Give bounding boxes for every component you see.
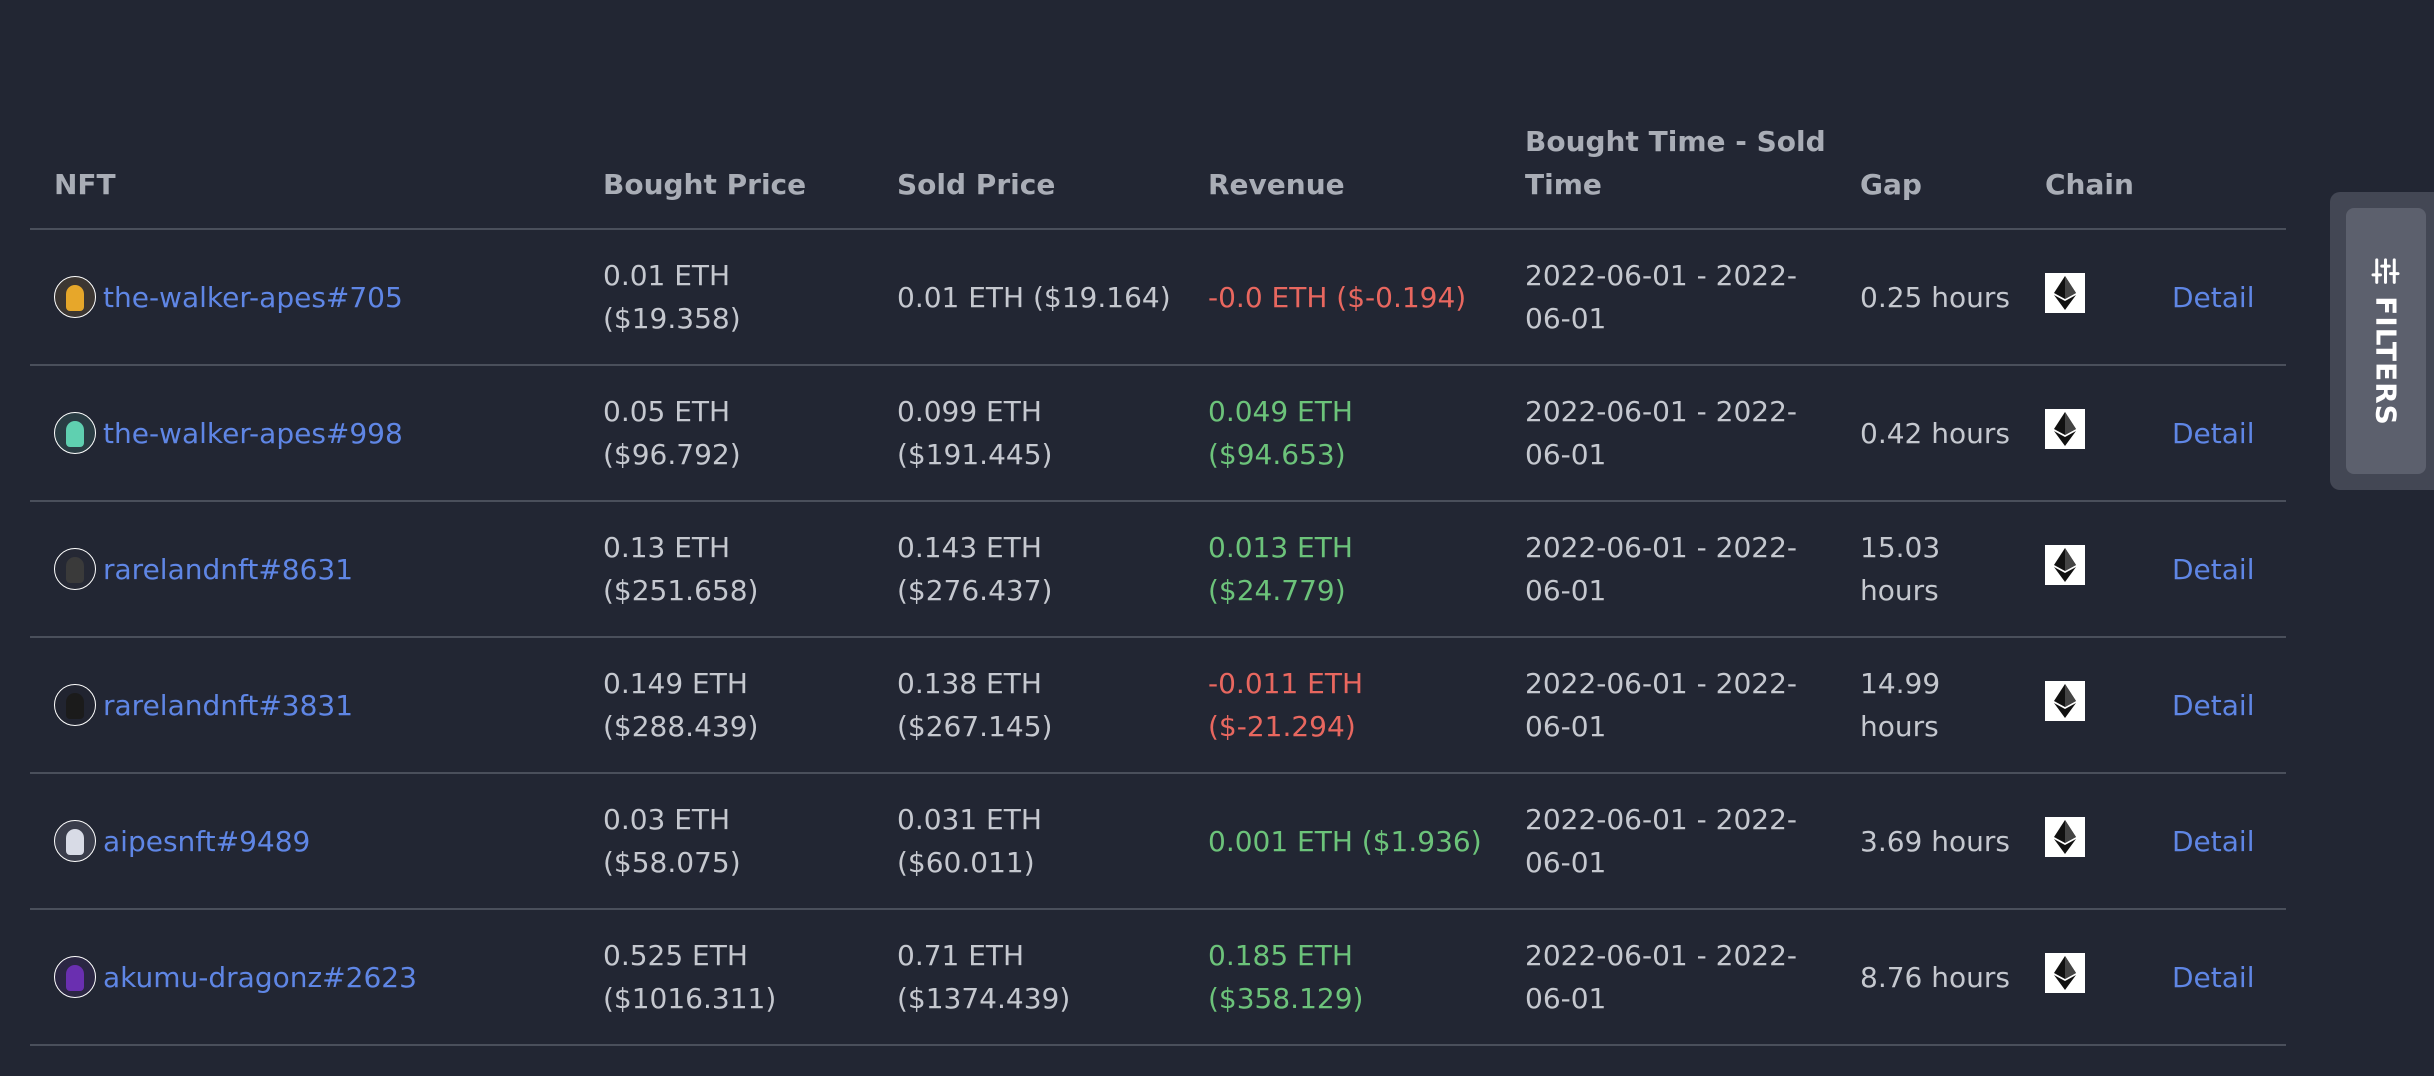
sold-price-cell: 0.031 ETH ($60.011) [873, 773, 1184, 910]
header-action [2148, 120, 2286, 230]
ethereum-icon [2045, 408, 2085, 449]
nft-link[interactable]: the-walker-apes#998 [103, 416, 403, 450]
action-cell: Detail [2148, 365, 2286, 502]
ethereum-icon [2045, 680, 2085, 721]
nft-cell: the-walker-apes#705 [30, 229, 579, 366]
bought-price-cell: 0.525 ETH ($1016.311) [579, 909, 873, 1046]
bought-price-cell: 0.13 ETH ($251.658) [579, 501, 873, 638]
gap-cell: 0.42 hours [1836, 365, 2021, 502]
bought-price-cell: 0.03 ETH ($58.075) [579, 773, 873, 910]
table-row: rarelandnft#3831 0.149 ETH ($288.439) 0.13… [30, 637, 2286, 774]
time-cell: 2022-06-01 - 2022-06-01 [1501, 909, 1836, 1046]
filters-button[interactable]: FILTERS [2346, 208, 2426, 474]
table-header-row: NFT Bought Price Sold Price Revenue Boug… [30, 120, 2286, 230]
nft-link[interactable]: the-walker-apes#705 [103, 280, 403, 314]
gap-cell: 0.25 hours [1836, 229, 2021, 366]
nft-link[interactable]: akumu-dragonz#2623 [103, 960, 417, 994]
ethereum-icon [2045, 952, 2085, 993]
filters-panel-tab: FILTERS [2330, 192, 2434, 490]
nft-link[interactable]: rarelandnft#3831 [103, 688, 354, 722]
revenue-cell: 0.049 ETH ($94.653) [1184, 365, 1501, 502]
sold-price-cell: 0.01 ETH ($19.164) [873, 229, 1184, 366]
table-row: rarelandnft#8631 0.13 ETH ($251.658) 0.143… [30, 501, 2286, 638]
ethereum-icon [2045, 272, 2085, 313]
detail-link[interactable]: Detail [2172, 824, 2255, 858]
table-row: the-walker-apes#705 0.01 ETH ($19.358) 0.0… [30, 229, 2286, 366]
nft-cell: akumu-dragonz#2623 [30, 909, 579, 1046]
sold-price-cell: 0.099 ETH ($191.445) [873, 365, 1184, 502]
time-cell: 2022-06-01 - 2022-06-01 [1501, 501, 1836, 638]
revenue-cell: 0.185 ETH ($358.129) [1184, 909, 1501, 1046]
time-cell: 2022-06-01 - 2022-06-01 [1501, 773, 1836, 910]
header-chain[interactable]: Chain [2021, 120, 2148, 230]
nft-avatar [54, 276, 96, 318]
ethereum-icon [2045, 816, 2085, 857]
filters-button-content: FILTERS [2370, 256, 2403, 426]
sliders-icon [2372, 258, 2400, 284]
chain-cell [2021, 637, 2148, 774]
nft-avatar [54, 412, 96, 454]
detail-link[interactable]: Detail [2172, 960, 2255, 994]
action-cell: Detail [2148, 501, 2286, 638]
nft-avatar [54, 684, 96, 726]
revenue-cell: -0.0 ETH ($-0.194) [1184, 229, 1501, 366]
gap-cell: 8.76 hours [1836, 909, 2021, 1046]
nft-cell: rarelandnft#3831 [30, 637, 579, 774]
action-cell: Detail [2148, 909, 2286, 1046]
detail-link[interactable]: Detail [2172, 688, 2255, 722]
header-gap[interactable]: Gap [1836, 120, 2021, 230]
time-cell: 2022-06-01 - 2022-06-01 [1501, 637, 1836, 774]
table-body: the-walker-apes#705 0.01 ETH ($19.358) 0.0… [30, 229, 2286, 1046]
gap-cell: 15.03 hours [1836, 501, 2021, 638]
bought-price-cell: 0.05 ETH ($96.792) [579, 365, 873, 502]
gap-cell: 3.69 hours [1836, 773, 2021, 910]
revenue-cell: 0.013 ETH ($24.779) [1184, 501, 1501, 638]
trades-table: NFT Bought Price Sold Price Revenue Boug… [30, 120, 2286, 1046]
revenue-cell: 0.001 ETH ($1.936) [1184, 773, 1501, 910]
table-row: aipesnft#9489 0.03 ETH ($58.075) 0.031 ETH… [30, 773, 2286, 910]
chain-cell [2021, 365, 2148, 502]
revenue-cell: -0.011 ETH ($-21.294) [1184, 637, 1501, 774]
nft-cell: aipesnft#9489 [30, 773, 579, 910]
ethereum-icon [2045, 544, 2085, 585]
filters-label: FILTERS [2369, 296, 2403, 426]
sold-price-cell: 0.138 ETH ($267.145) [873, 637, 1184, 774]
nft-avatar [54, 956, 96, 998]
action-cell: Detail [2148, 773, 2286, 910]
nft-avatar [54, 820, 96, 862]
header-sold-price[interactable]: Sold Price [873, 120, 1184, 230]
nft-link[interactable]: rarelandnft#8631 [103, 552, 354, 586]
bought-price-cell: 0.149 ETH ($288.439) [579, 637, 873, 774]
sold-price-cell: 0.143 ETH ($276.437) [873, 501, 1184, 638]
action-cell: Detail [2148, 637, 2286, 774]
nft-cell: the-walker-apes#998 [30, 365, 579, 502]
detail-link[interactable]: Detail [2172, 416, 2255, 450]
bought-price-cell: 0.01 ETH ($19.358) [579, 229, 873, 366]
table-row: akumu-dragonz#2623 0.525 ETH ($1016.311) 0… [30, 909, 2286, 1046]
gap-cell: 14.99 hours [1836, 637, 2021, 774]
sold-price-cell: 0.71 ETH ($1374.439) [873, 909, 1184, 1046]
header-nft[interactable]: NFT [30, 120, 579, 230]
chain-cell [2021, 909, 2148, 1046]
header-time[interactable]: Bought Time - Sold Time [1501, 120, 1836, 230]
header-bought-price[interactable]: Bought Price [579, 120, 873, 230]
chain-cell [2021, 501, 2148, 638]
detail-link[interactable]: Detail [2172, 552, 2255, 586]
nft-link[interactable]: aipesnft#9489 [103, 824, 311, 858]
detail-link[interactable]: Detail [2172, 280, 2255, 314]
time-cell: 2022-06-01 - 2022-06-01 [1501, 229, 1836, 366]
chain-cell [2021, 773, 2148, 910]
table-row: the-walker-apes#998 0.05 ETH ($96.792) 0.0… [30, 365, 2286, 502]
action-cell: Detail [2148, 229, 2286, 366]
nft-cell: rarelandnft#8631 [30, 501, 579, 638]
chain-cell [2021, 229, 2148, 366]
nft-avatar [54, 548, 96, 590]
header-revenue[interactable]: Revenue [1184, 120, 1501, 230]
time-cell: 2022-06-01 - 2022-06-01 [1501, 365, 1836, 502]
